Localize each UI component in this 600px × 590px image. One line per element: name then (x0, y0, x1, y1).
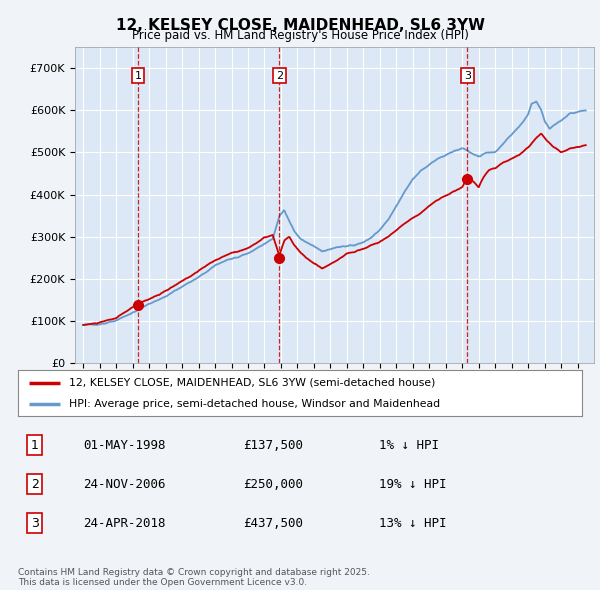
Text: 13% ↓ HPI: 13% ↓ HPI (379, 517, 446, 530)
Text: 2: 2 (276, 71, 283, 81)
Text: Price paid vs. HM Land Registry's House Price Index (HPI): Price paid vs. HM Land Registry's House … (131, 30, 469, 42)
Text: £437,500: £437,500 (244, 517, 304, 530)
Text: 1: 1 (31, 439, 39, 452)
Text: £137,500: £137,500 (244, 439, 304, 452)
Text: 2: 2 (31, 478, 39, 491)
Text: 24-NOV-2006: 24-NOV-2006 (83, 478, 166, 491)
Text: 1% ↓ HPI: 1% ↓ HPI (379, 439, 439, 452)
Text: 01-MAY-1998: 01-MAY-1998 (83, 439, 166, 452)
Text: HPI: Average price, semi-detached house, Windsor and Maidenhead: HPI: Average price, semi-detached house,… (69, 399, 440, 409)
Text: 12, KELSEY CLOSE, MAIDENHEAD, SL6 3YW (semi-detached house): 12, KELSEY CLOSE, MAIDENHEAD, SL6 3YW (s… (69, 378, 435, 388)
Text: Contains HM Land Registry data © Crown copyright and database right 2025.
This d: Contains HM Land Registry data © Crown c… (18, 568, 370, 587)
Text: 12, KELSEY CLOSE, MAIDENHEAD, SL6 3YW: 12, KELSEY CLOSE, MAIDENHEAD, SL6 3YW (115, 18, 485, 32)
Text: £250,000: £250,000 (244, 478, 304, 491)
Text: 3: 3 (464, 71, 471, 81)
Text: 24-APR-2018: 24-APR-2018 (83, 517, 166, 530)
Text: 19% ↓ HPI: 19% ↓ HPI (379, 478, 446, 491)
Text: 1: 1 (134, 71, 142, 81)
Text: 3: 3 (31, 517, 39, 530)
